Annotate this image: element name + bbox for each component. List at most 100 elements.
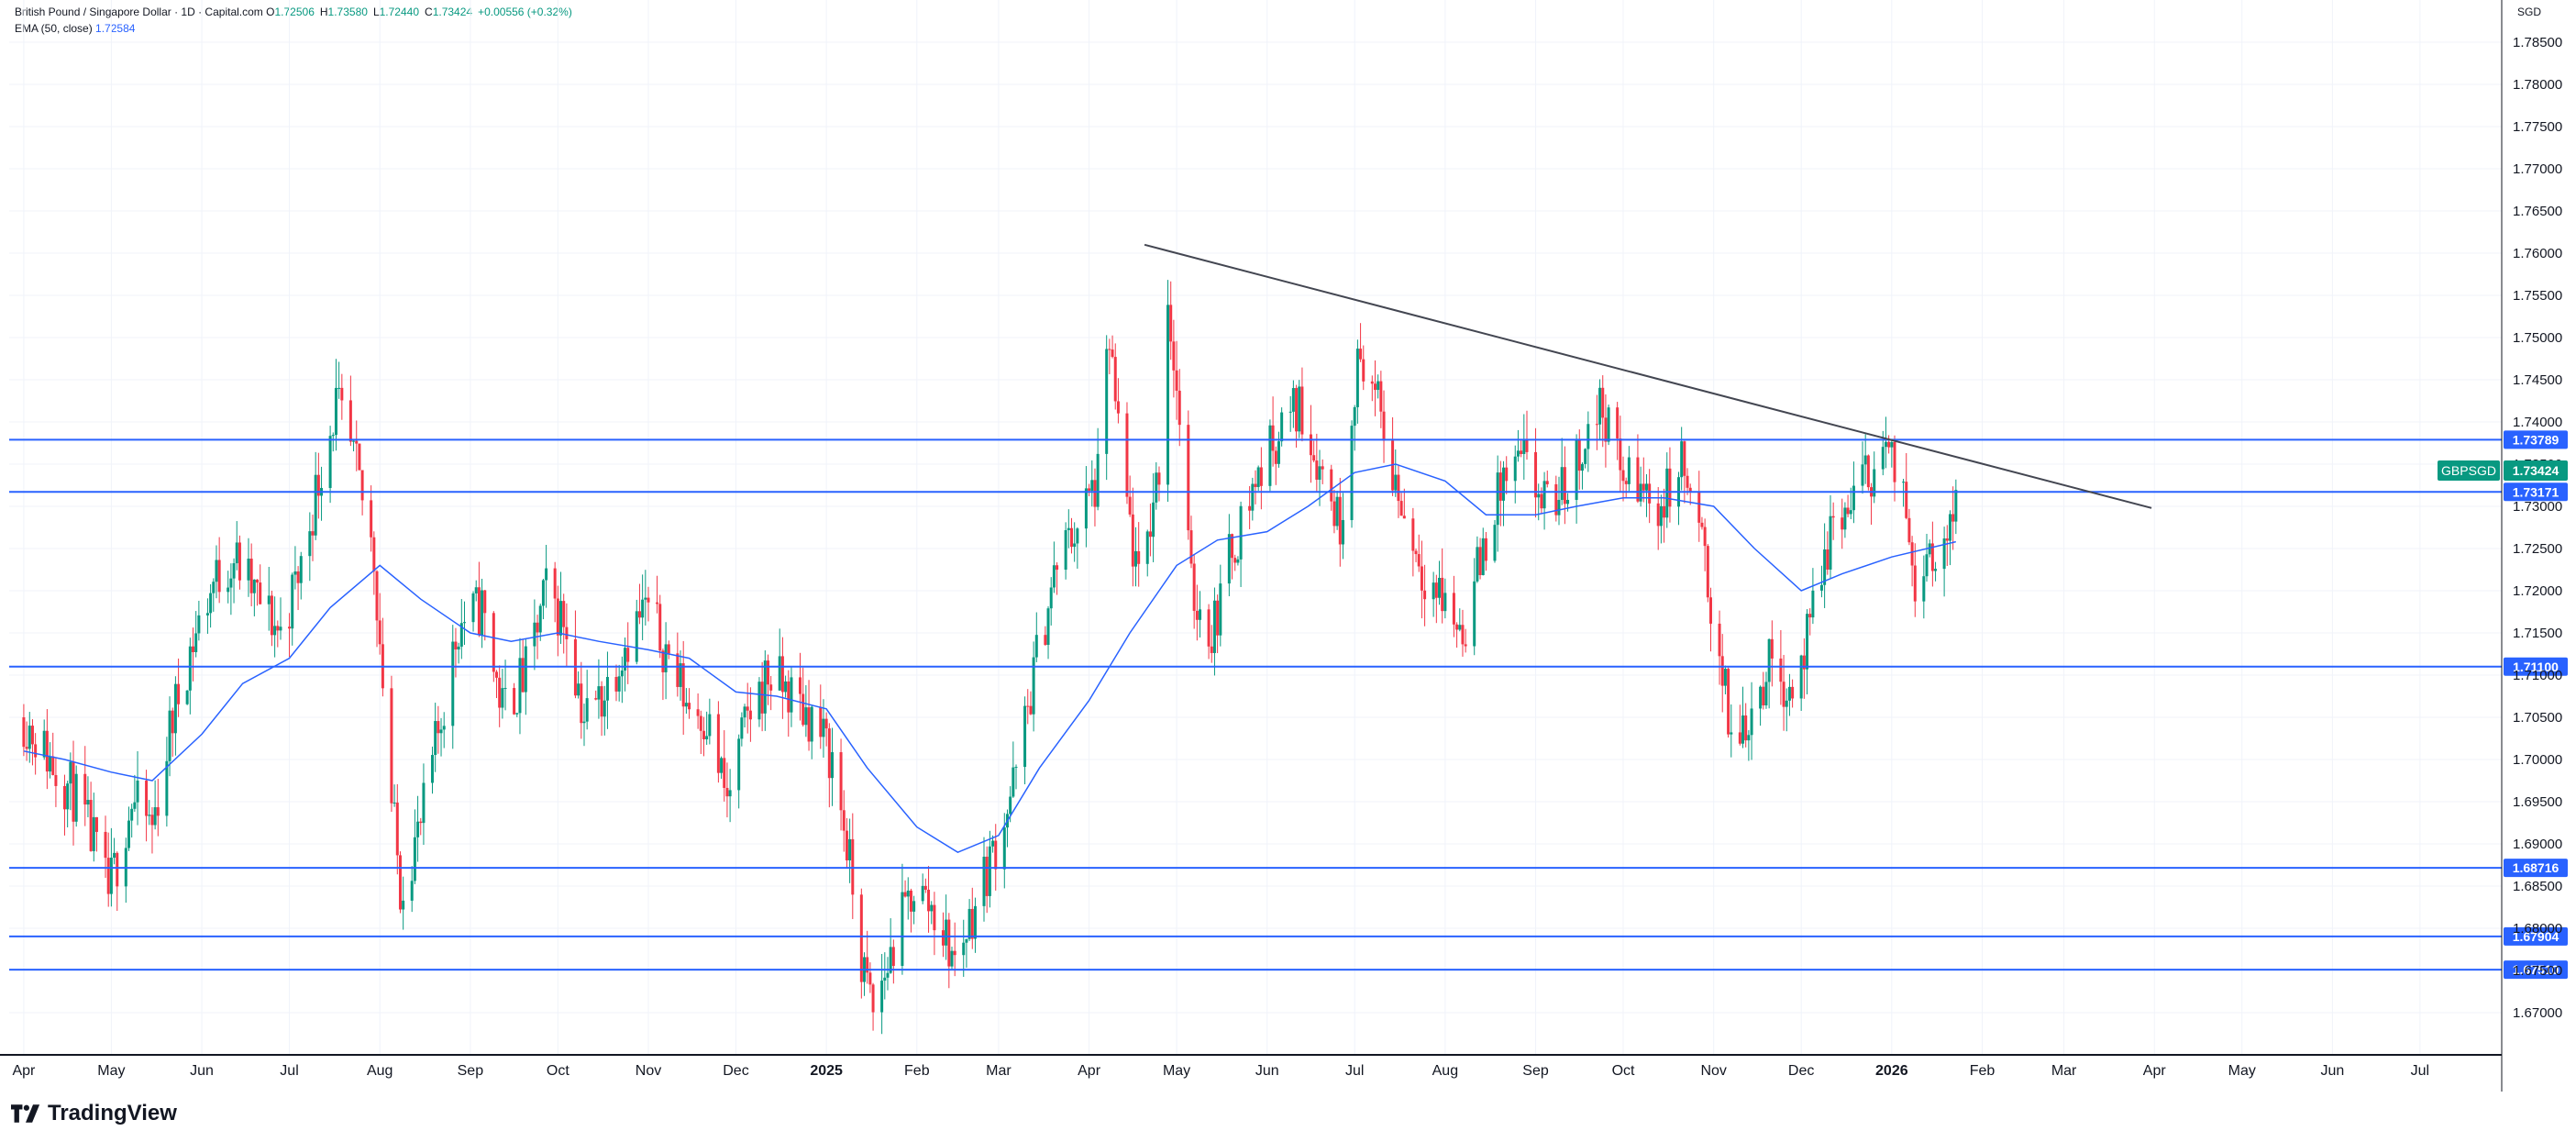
ohlc-high-value: 1.73580 — [327, 6, 368, 18]
candle — [664, 622, 668, 700]
candle-body — [422, 782, 426, 824]
candle-body — [644, 597, 647, 600]
candle-body — [279, 626, 282, 631]
candle-body — [483, 590, 487, 614]
candle-body — [1002, 827, 1006, 870]
candle-body — [1697, 491, 1701, 523]
candle-body — [991, 840, 995, 847]
x-tick-label: 2025 — [810, 1063, 843, 1079]
candle — [1942, 527, 1946, 597]
candle — [1656, 487, 1660, 550]
symbol-title[interactable]: British Pound / Singapore Dollar · 1D · … — [15, 6, 263, 18]
candle-body — [565, 626, 569, 639]
candle — [1073, 522, 1077, 562]
candle — [577, 671, 580, 699]
candle-body — [1770, 638, 1774, 659]
candle-body — [1656, 503, 1660, 527]
candle — [462, 601, 466, 646]
currency-label[interactable]: SGD — [2517, 6, 2542, 18]
candle-body — [763, 660, 767, 714]
y-tick-label: 1.67000 — [2513, 1005, 2562, 1021]
x-tick-label: Apr — [12, 1063, 36, 1079]
candle-body — [106, 858, 110, 894]
candle-body — [1595, 424, 1598, 426]
candle-body — [1843, 507, 1847, 530]
candle-body — [1023, 705, 1027, 768]
candle-body — [1598, 387, 1602, 425]
x-tick-label: Mar — [2051, 1063, 2077, 1079]
candle — [168, 696, 171, 777]
candle — [1607, 405, 1610, 446]
candle — [1866, 454, 1870, 491]
candle-body — [1034, 635, 1038, 658]
candle-body — [1762, 686, 1765, 706]
candle — [1090, 460, 1094, 507]
candle — [1741, 686, 1745, 748]
candle — [173, 676, 177, 756]
candle — [1256, 465, 1260, 492]
candle-body — [1355, 349, 1359, 407]
candle-body — [886, 972, 890, 978]
candle-body — [1248, 505, 1252, 511]
candle — [69, 752, 72, 811]
candle-body — [822, 718, 825, 737]
candle — [620, 656, 624, 704]
candle — [1259, 447, 1263, 510]
candle — [1849, 487, 1852, 519]
candle-body — [130, 808, 134, 821]
candle-body — [177, 683, 181, 704]
candle — [430, 746, 434, 794]
candle-body — [1881, 447, 1885, 470]
candle-body — [1496, 472, 1499, 526]
candle — [410, 866, 414, 913]
candle-body — [451, 641, 455, 726]
candle — [276, 620, 280, 648]
candle — [1233, 554, 1237, 571]
candle-body — [1032, 657, 1035, 715]
candle — [1330, 464, 1333, 511]
candle — [737, 734, 741, 809]
tradingview-brand[interactable]: TradingView — [11, 1101, 177, 1126]
candle-body — [1216, 600, 1220, 636]
candle-body — [1309, 434, 1312, 456]
candle — [1819, 565, 1823, 598]
candle — [1948, 510, 1951, 566]
candles — [22, 280, 1958, 1035]
candle-body — [1542, 481, 1546, 509]
candle — [1829, 494, 1832, 579]
candle-body — [1271, 425, 1275, 451]
candle — [130, 804, 134, 838]
candle-body — [1831, 516, 1835, 518]
candle — [553, 561, 557, 623]
candle — [229, 563, 233, 615]
legend-ema-row[interactable]: EMA (50, close) 1.72584 — [15, 20, 578, 37]
candle-body — [784, 681, 788, 693]
candle-body — [156, 807, 160, 816]
candle — [1166, 280, 1170, 502]
y-tick-label: 1.76000 — [2513, 246, 2562, 261]
candle-body — [1636, 457, 1640, 502]
candle-body — [1890, 441, 1894, 448]
candle-body — [1688, 487, 1692, 492]
candle-body — [1199, 609, 1202, 620]
ema-label: EMA (50, close) — [15, 22, 93, 35]
candle — [288, 613, 292, 658]
candle-body — [1172, 341, 1176, 371]
candle — [1052, 541, 1056, 593]
candle — [459, 599, 463, 660]
candle-body — [967, 908, 971, 939]
candle — [197, 600, 201, 641]
candle — [1905, 452, 1908, 520]
candle — [1044, 626, 1047, 646]
y-tick-label: 1.68000 — [2513, 921, 2562, 937]
candle — [1399, 493, 1403, 516]
candle — [1604, 394, 1608, 468]
candle — [617, 664, 621, 702]
candle — [1791, 679, 1795, 708]
candle-body — [1073, 543, 1077, 548]
candle — [62, 774, 66, 836]
candle — [684, 688, 688, 715]
candle-body — [810, 706, 813, 742]
candle — [859, 888, 863, 999]
